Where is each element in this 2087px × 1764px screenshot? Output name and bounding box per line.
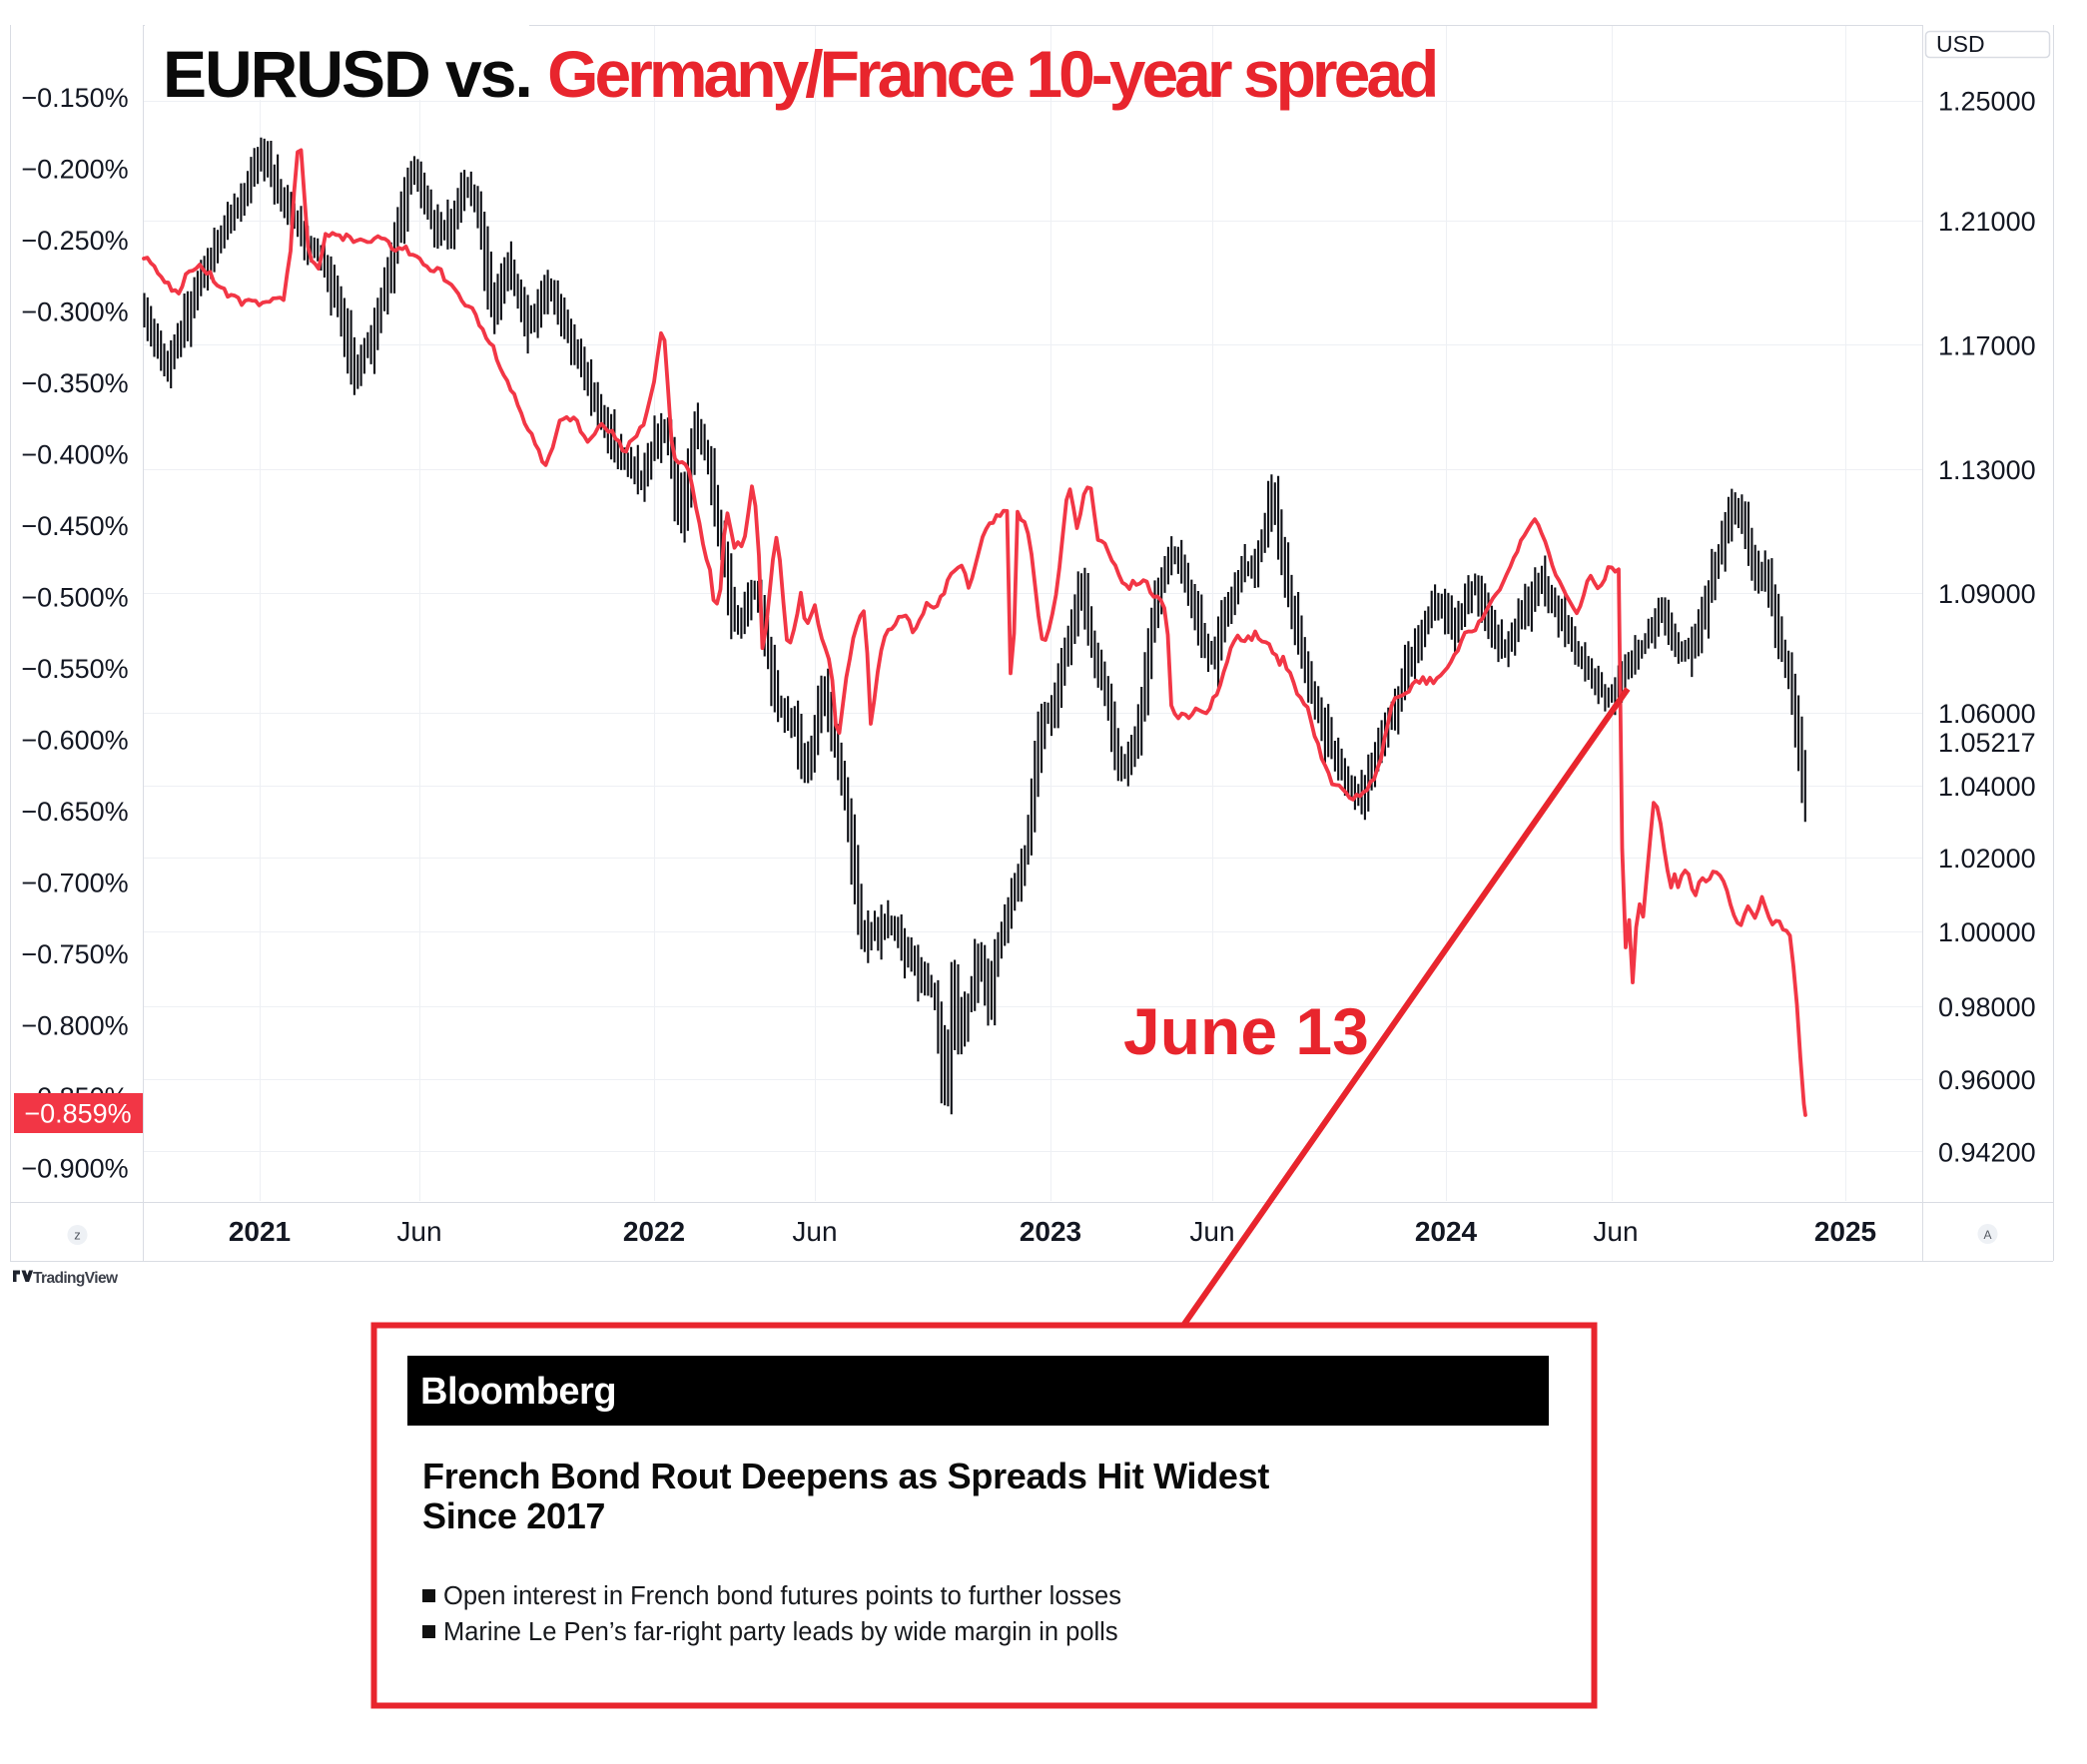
svg-text:EURUSD vs. Germany/France 10-y: EURUSD vs. Germany/France 10-year spread [163,37,1435,111]
svg-text:−0.800%: −0.800% [21,1011,128,1041]
svg-text:−0.450%: −0.450% [21,511,128,541]
svg-text:A: A [1983,1228,1991,1242]
svg-text:−0.150%: −0.150% [21,83,128,113]
svg-text:1.13000: 1.13000 [1938,455,2036,485]
svg-text:−0.350%: −0.350% [21,368,128,398]
svg-text:2021: 2021 [229,1216,291,1247]
svg-text:−0.550%: −0.550% [21,654,128,684]
svg-text:Jun: Jun [396,1216,441,1247]
svg-text:Jun: Jun [792,1216,837,1247]
svg-text:USD: USD [1936,31,1985,57]
svg-text:2024: 2024 [1415,1216,1478,1247]
svg-text:0.94200: 0.94200 [1938,1138,2036,1168]
svg-text:Since 2017: Since 2017 [422,1495,605,1536]
svg-text:2023: 2023 [1020,1216,1081,1247]
svg-text:Marine Le Pen’s far-right part: Marine Le Pen’s far-right party leads by… [443,1618,1118,1646]
svg-text:−0.500%: −0.500% [21,583,128,613]
svg-text:French Bond Rout Deepens as Sp: French Bond Rout Deepens as Spreads Hit … [422,1456,1269,1496]
svg-text:−0.400%: −0.400% [21,440,128,470]
svg-text:0.98000: 0.98000 [1938,992,2036,1022]
svg-text:−0.600%: −0.600% [21,726,128,756]
svg-text:1.21000: 1.21000 [1938,207,2036,237]
svg-text:−0.650%: −0.650% [21,797,128,827]
svg-text:z: z [74,1228,81,1243]
svg-text:1.00000: 1.00000 [1938,917,2036,947]
svg-text:−0.300%: −0.300% [21,297,128,327]
svg-text:−0.250%: −0.250% [21,226,128,256]
svg-text:1.17000: 1.17000 [1938,331,2036,361]
svg-text:1.06000: 1.06000 [1938,699,2036,729]
svg-text:−0.750%: −0.750% [21,939,128,969]
svg-text:1.04000: 1.04000 [1938,772,2036,802]
svg-text:1.25000: 1.25000 [1938,87,2036,117]
svg-text:Bloomberg: Bloomberg [420,1371,616,1413]
svg-text:−0.200%: −0.200% [21,155,128,185]
svg-text:1.05217: 1.05217 [1938,728,2036,758]
svg-text:0.96000: 0.96000 [1938,1065,2036,1095]
svg-text:−0.900%: −0.900% [21,1154,128,1184]
svg-text:1.09000: 1.09000 [1938,579,2036,609]
svg-text:June 13: June 13 [1123,994,1369,1068]
svg-text:−0.700%: −0.700% [21,869,128,898]
svg-text:2022: 2022 [623,1216,685,1247]
svg-text:1.02000: 1.02000 [1938,844,2036,874]
svg-text:2025: 2025 [1814,1216,1876,1247]
svg-text:−0.859%: −0.859% [24,1099,131,1129]
svg-text:TradingView: TradingView [33,1270,119,1287]
svg-text:Jun: Jun [1593,1216,1638,1247]
svg-text:Open interest in French bond f: Open interest in French bond futures poi… [443,1582,1121,1610]
svg-text:Jun: Jun [1189,1216,1234,1247]
